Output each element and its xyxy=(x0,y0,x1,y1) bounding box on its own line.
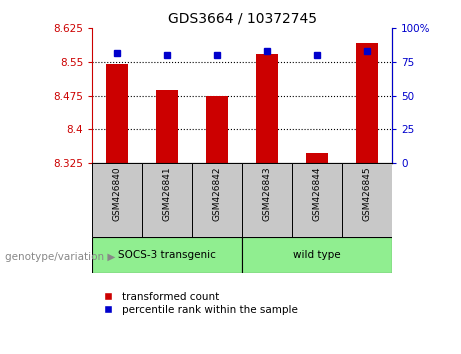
Bar xyxy=(242,237,392,273)
Text: SOCS-3 transgenic: SOCS-3 transgenic xyxy=(118,250,216,260)
Bar xyxy=(342,163,392,237)
Legend: transformed count, percentile rank within the sample: transformed count, percentile rank withi… xyxy=(97,292,298,315)
Text: GSM426842: GSM426842 xyxy=(213,166,222,221)
Title: GDS3664 / 10372745: GDS3664 / 10372745 xyxy=(167,12,317,26)
Bar xyxy=(192,163,242,237)
Bar xyxy=(106,64,129,163)
Bar xyxy=(92,163,142,237)
Bar xyxy=(306,153,328,163)
Text: GSM426844: GSM426844 xyxy=(313,166,321,221)
Text: GSM426843: GSM426843 xyxy=(262,166,272,221)
Text: GSM426840: GSM426840 xyxy=(112,166,122,221)
Text: GSM426841: GSM426841 xyxy=(163,166,171,221)
Bar xyxy=(355,43,378,163)
Bar xyxy=(92,237,242,273)
Bar xyxy=(156,90,178,163)
Text: wild type: wild type xyxy=(293,250,341,260)
Bar xyxy=(142,163,192,237)
Bar xyxy=(242,163,292,237)
Text: genotype/variation ▶: genotype/variation ▶ xyxy=(5,252,115,262)
Bar xyxy=(206,96,228,163)
Bar xyxy=(256,54,278,163)
Text: GSM426845: GSM426845 xyxy=(362,166,372,221)
Bar xyxy=(292,163,342,237)
